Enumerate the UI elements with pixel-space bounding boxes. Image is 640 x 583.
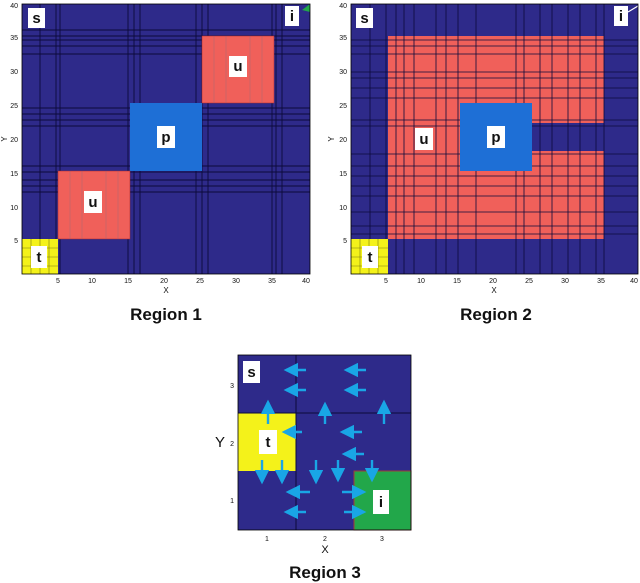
x-tick: 2 xyxy=(323,536,327,543)
vector-field-arrows xyxy=(254,362,392,520)
y-tick: 30 xyxy=(339,69,347,76)
caption-region-1: Region 1 xyxy=(130,305,202,324)
y-tick: 10 xyxy=(339,205,347,212)
y-axis-label: Y xyxy=(0,136,9,142)
y-tick: 40 xyxy=(339,3,347,10)
label-u-lower: u xyxy=(88,194,97,211)
label-s: s xyxy=(32,10,40,27)
y-tick: 40 xyxy=(10,3,18,10)
label-i: i xyxy=(619,8,623,25)
y-tick: 25 xyxy=(339,103,347,110)
x-axis-label: X xyxy=(321,544,329,556)
x-tick: 20 xyxy=(489,278,497,285)
y-tick: 25 xyxy=(10,103,18,110)
x-tick-labels: 5 10 15 20 25 30 35 40 xyxy=(56,278,310,285)
y-tick: 2 xyxy=(230,441,234,448)
y-axis-label: Y xyxy=(327,136,336,142)
initial-region-marker xyxy=(302,4,310,12)
label-s: s xyxy=(247,364,255,381)
label-t: t xyxy=(266,434,271,451)
x-tick: 40 xyxy=(630,278,638,285)
caption-region-3: Region 3 xyxy=(289,563,361,582)
label-i: i xyxy=(379,494,383,511)
initial-marker-line xyxy=(627,5,639,13)
y-tick: 35 xyxy=(10,35,18,42)
label-i: i xyxy=(290,8,294,25)
caption-region-2: Region 2 xyxy=(460,305,532,324)
label-p: p xyxy=(161,129,170,146)
y-tick: 30 xyxy=(10,69,18,76)
panel-region-1: s i u p u t 5 10 15 20 25 30 35 40 X 5 1… xyxy=(0,3,311,324)
x-tick: 25 xyxy=(196,278,204,285)
label-u-upper: u xyxy=(233,58,242,75)
label-u: u xyxy=(419,131,428,148)
panel-region-2: s i u p t 5 10 15 20 25 30 35 40 X 5 10 … xyxy=(327,3,639,324)
x-axis-label: X xyxy=(491,286,497,295)
label-s: s xyxy=(360,10,368,27)
y-tick: 15 xyxy=(339,171,347,178)
x-tick: 30 xyxy=(232,278,240,285)
x-tick: 25 xyxy=(525,278,533,285)
y-tick-labels: 5 10 15 20 25 30 35 40 xyxy=(10,3,18,245)
label-t: t xyxy=(37,249,42,266)
y-tick: 3 xyxy=(230,383,234,390)
x-tick: 3 xyxy=(380,536,384,543)
x-tick: 5 xyxy=(56,278,60,285)
x-tick-labels: 1 2 3 xyxy=(265,536,384,543)
y-tick: 5 xyxy=(14,238,18,245)
y-tick: 15 xyxy=(10,171,18,178)
panel-region-3: s t i 1 2 3 X 1 2 3 Y Region 3 xyxy=(215,354,412,582)
y-tick: 5 xyxy=(343,238,347,245)
y-axis-label: Y xyxy=(215,434,225,451)
x-tick-labels: 5 10 15 20 25 30 35 40 xyxy=(384,278,638,285)
y-tick: 10 xyxy=(10,205,18,212)
region-hatching xyxy=(69,36,263,239)
x-tick: 10 xyxy=(417,278,425,285)
y-tick: 20 xyxy=(10,137,18,144)
x-tick: 20 xyxy=(160,278,168,285)
x-tick: 35 xyxy=(268,278,276,285)
grid-lines xyxy=(351,4,638,274)
x-tick: 35 xyxy=(597,278,605,285)
x-tick: 30 xyxy=(561,278,569,285)
x-axis-label: X xyxy=(163,286,169,295)
y-tick: 35 xyxy=(339,35,347,42)
y-tick: 20 xyxy=(339,137,347,144)
y-tick: 1 xyxy=(230,498,234,505)
label-p: p xyxy=(491,129,500,146)
x-tick: 10 xyxy=(88,278,96,285)
x-tick: 40 xyxy=(302,278,310,285)
x-tick: 15 xyxy=(453,278,461,285)
x-tick: 5 xyxy=(384,278,388,285)
x-tick: 15 xyxy=(124,278,132,285)
x-tick: 1 xyxy=(265,536,269,543)
label-t: t xyxy=(368,249,373,266)
y-tick-labels: 1 2 3 xyxy=(230,383,234,505)
y-tick-labels: 5 10 15 20 25 30 35 40 xyxy=(339,3,347,245)
